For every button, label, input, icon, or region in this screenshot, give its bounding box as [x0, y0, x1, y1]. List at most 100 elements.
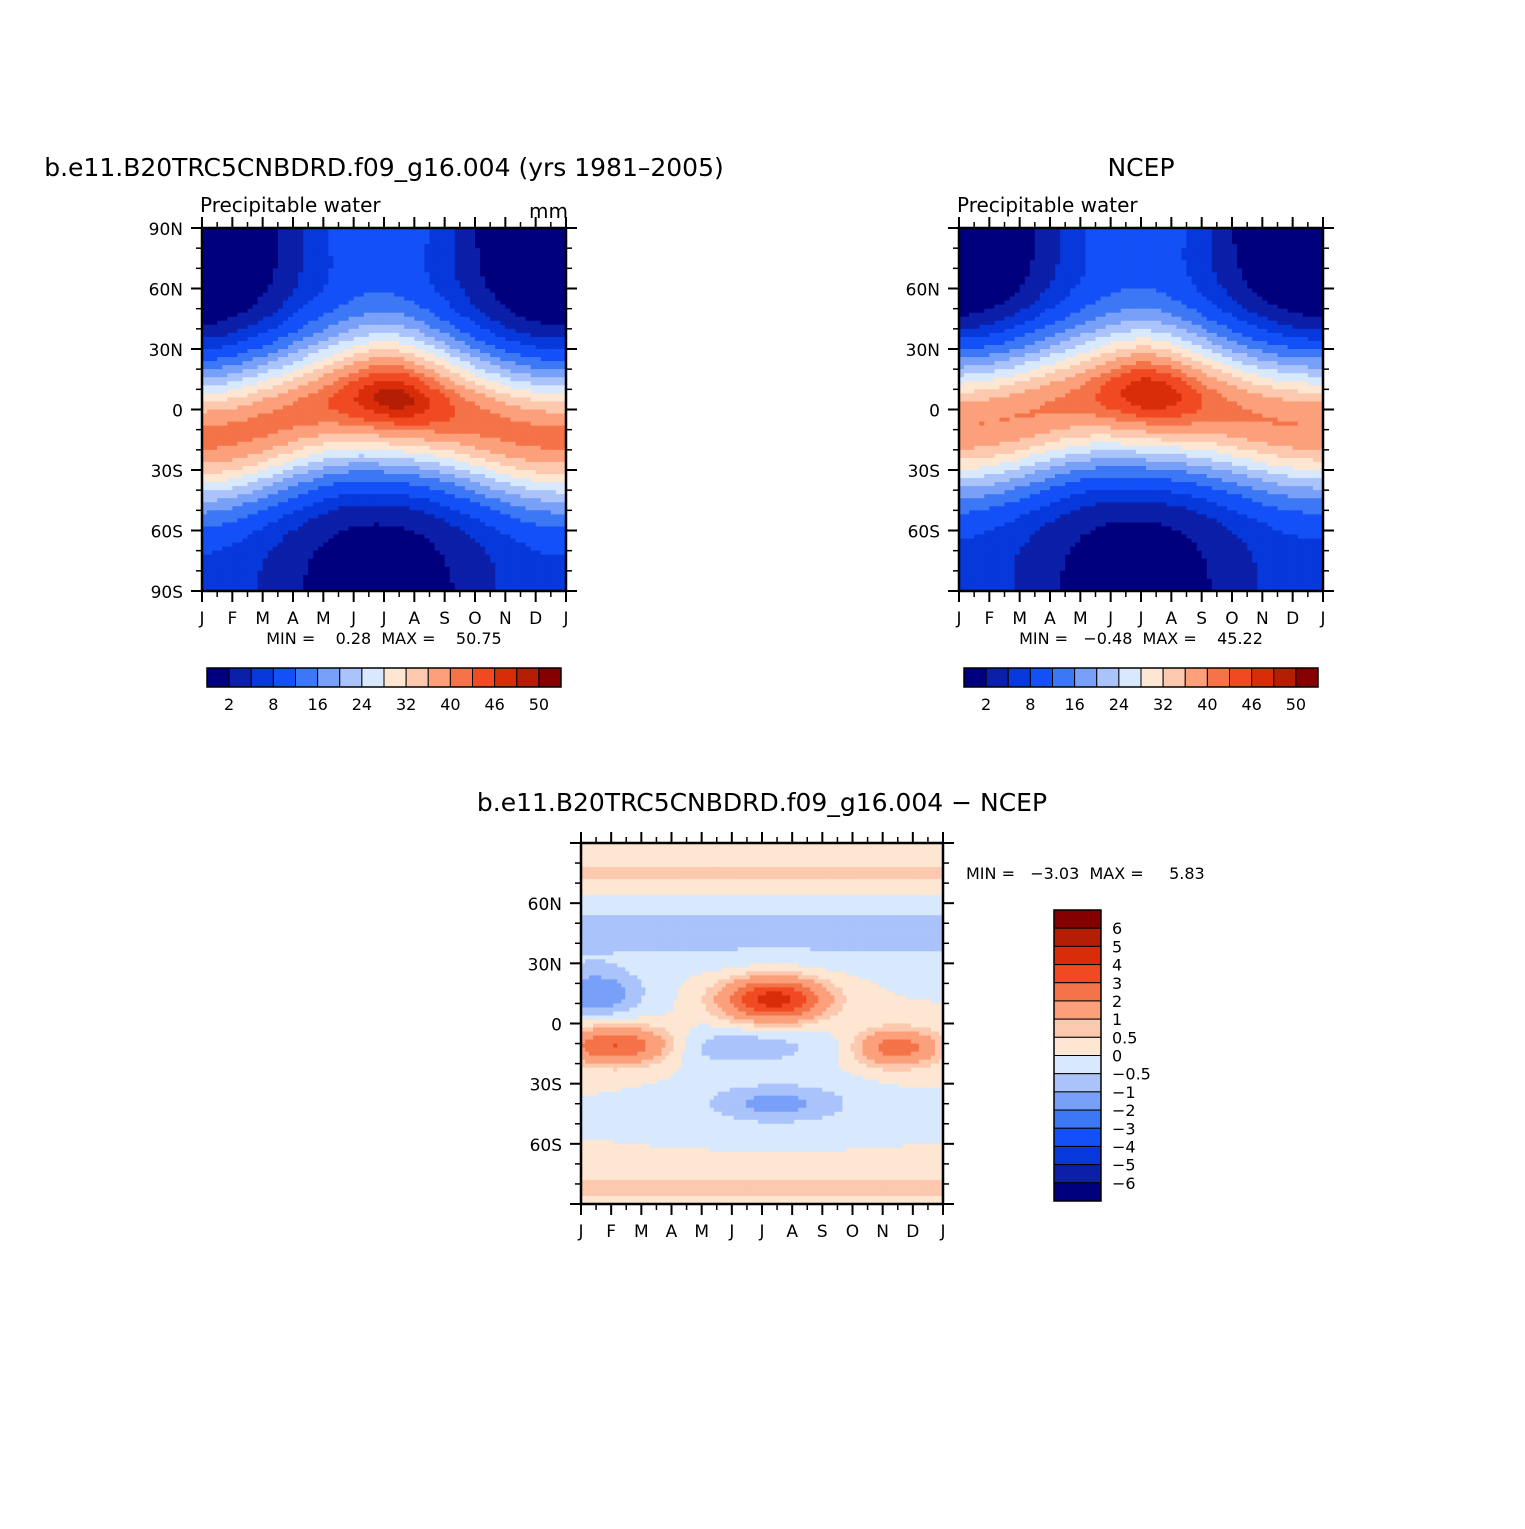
contour-cell	[384, 276, 390, 282]
contour-cell	[242, 280, 249, 286]
contour-cell	[267, 413, 274, 419]
contour-cell	[480, 353, 486, 358]
contour-cell	[505, 236, 511, 241]
contour-cell	[404, 457, 410, 463]
contour-cell	[212, 453, 218, 459]
contour-cell	[237, 312, 244, 318]
contour-cell	[227, 284, 233, 290]
contour-cell	[409, 425, 415, 431]
contour-cell	[202, 248, 208, 253]
contour-cell	[257, 332, 264, 338]
contour-cell	[464, 328, 471, 334]
contour-cell	[247, 252, 254, 257]
contour-cell	[333, 232, 340, 237]
contour-cell	[212, 389, 218, 394]
contour-cell	[545, 320, 552, 326]
contour-cell	[282, 248, 289, 253]
contour-cell	[267, 288, 274, 294]
contour-cell	[469, 498, 476, 503]
contour-cell	[348, 405, 355, 411]
contour-cell	[338, 300, 345, 306]
contour-cell	[480, 498, 486, 503]
contour-cell	[525, 465, 532, 471]
contour-cell	[555, 344, 562, 350]
contour-cell	[202, 409, 208, 415]
contour-cell	[353, 353, 360, 358]
contour-cell	[368, 244, 375, 249]
contour-cell	[525, 240, 532, 245]
contour-cell	[313, 353, 319, 358]
contour-cell	[343, 357, 350, 362]
contour-cell	[232, 320, 238, 326]
contour-cell	[424, 449, 431, 455]
contour-cell	[358, 478, 365, 483]
contour-cell	[414, 389, 420, 394]
contour-cell	[373, 465, 380, 471]
contour-cell	[550, 437, 557, 443]
contour-cell	[555, 232, 562, 237]
contour-cell	[500, 236, 506, 241]
contour-cell	[444, 361, 451, 366]
contour-cell	[404, 441, 410, 447]
contour-cell	[277, 453, 284, 459]
contour-cell	[202, 332, 208, 338]
contour-cell	[373, 445, 380, 451]
contour-cell	[323, 349, 329, 354]
contour-cell	[338, 482, 345, 487]
contour-cell	[530, 304, 537, 310]
contour-cell	[247, 296, 254, 302]
contour-cell	[247, 381, 254, 386]
contour-cell	[540, 353, 547, 358]
contour-cell	[242, 377, 249, 382]
contour-cell	[560, 280, 567, 286]
contour-cell	[419, 272, 426, 277]
contour-cell	[237, 397, 244, 403]
contour-cell	[434, 482, 441, 487]
contour-cell	[353, 478, 360, 483]
contour-cell	[252, 409, 259, 415]
contour-cell	[217, 272, 223, 277]
contour-cell	[459, 316, 466, 322]
contour-cell	[525, 409, 532, 415]
contour-cell	[277, 425, 284, 431]
contour-cell	[495, 397, 501, 403]
contour-cell	[353, 332, 360, 338]
contour-cell	[464, 280, 471, 286]
contour-cell	[247, 260, 254, 265]
contour-cell	[389, 344, 395, 350]
contour-cell	[222, 353, 228, 358]
contour-cell	[444, 260, 451, 265]
contour-cell	[267, 232, 274, 237]
contour-cell	[525, 260, 532, 265]
contour-cell	[293, 373, 299, 378]
contour-cell	[338, 248, 345, 253]
contour-cell	[333, 445, 340, 451]
contour-cell	[363, 478, 370, 483]
contour-cell	[252, 332, 259, 338]
contour-cell	[298, 300, 304, 306]
contour-cell	[338, 296, 345, 302]
contour-cell	[409, 292, 415, 298]
contour-cell	[363, 228, 370, 233]
contour-cell	[363, 304, 370, 310]
contour-cell	[510, 445, 517, 451]
contour-cell	[298, 260, 304, 265]
contour-cell	[384, 453, 390, 459]
contour-cell	[343, 248, 350, 253]
contour-cell	[495, 401, 501, 407]
contour-cell	[222, 482, 228, 487]
contour-cell	[237, 292, 244, 298]
contour-cell	[368, 405, 375, 411]
contour-cell	[495, 389, 501, 394]
contour-cell	[207, 357, 213, 362]
contour-cell	[500, 240, 506, 245]
contour-cell	[490, 332, 496, 338]
contour-cell	[217, 324, 223, 330]
contour-cell	[399, 453, 405, 459]
contour-cell	[368, 361, 375, 366]
contour-cell	[348, 300, 355, 306]
contour-cell	[257, 397, 264, 403]
contour-cell	[394, 344, 400, 350]
contour-cell	[313, 470, 319, 475]
contour-cell	[257, 328, 264, 334]
